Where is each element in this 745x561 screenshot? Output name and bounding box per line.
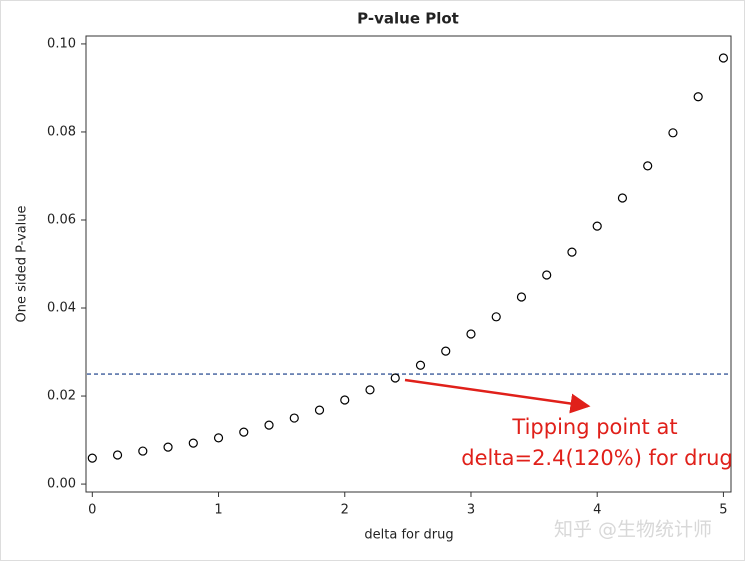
point <box>668 128 678 138</box>
y-tick-label: 0.08 <box>47 124 76 139</box>
y-tick-label: 0.02 <box>47 389 76 404</box>
plot-frame <box>85 35 732 493</box>
point <box>188 438 198 448</box>
annotation: Tipping point at <box>511 415 677 439</box>
point <box>466 329 476 339</box>
point <box>617 193 628 203</box>
point <box>112 450 123 460</box>
point <box>365 385 375 395</box>
x-tick-label: 2 <box>341 503 349 518</box>
point <box>239 427 249 437</box>
point <box>643 161 653 171</box>
x-tick-label: 1 <box>214 503 222 518</box>
watermark: 知乎 @生物统计师 <box>554 519 712 541</box>
point <box>491 312 501 322</box>
point <box>441 346 451 356</box>
point <box>693 92 703 102</box>
x-tick-label: 5 <box>719 503 727 518</box>
x-tick-label: 0 <box>88 503 96 518</box>
y-tick-label: 0.10 <box>47 36 76 51</box>
point <box>516 292 527 302</box>
point <box>87 453 97 463</box>
point <box>289 413 299 423</box>
point <box>390 373 400 383</box>
point <box>314 405 325 415</box>
x-tick-label: 3 <box>467 503 475 518</box>
point <box>592 221 602 231</box>
x-axis-label: delta for drug <box>364 528 453 543</box>
point <box>415 360 426 370</box>
y-tick-label: 0.04 <box>47 301 76 316</box>
point <box>567 247 577 257</box>
y-tick-label: 0.06 <box>47 212 76 227</box>
chart-title: P-value Plot <box>357 10 459 28</box>
point <box>340 395 350 405</box>
y-tick-label: 0.00 <box>47 477 76 492</box>
annotation-arrow <box>404 378 591 414</box>
y-axis-label: One sided P-value <box>15 205 30 322</box>
point <box>542 270 552 280</box>
annotation: delta=2.4(120%) for drug <box>461 446 732 470</box>
point <box>718 53 729 63</box>
point <box>213 433 224 443</box>
x-tick-label: 4 <box>593 503 601 518</box>
point <box>163 442 173 452</box>
point <box>264 420 274 430</box>
point <box>138 446 148 456</box>
